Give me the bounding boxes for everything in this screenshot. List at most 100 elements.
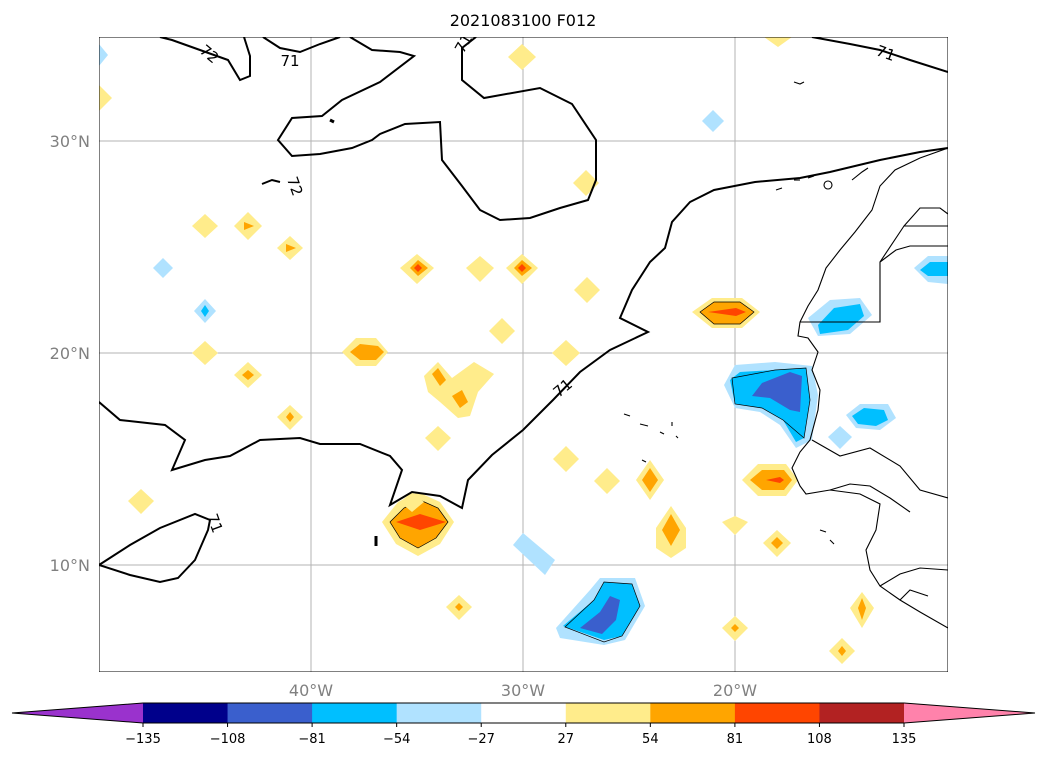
pos-dot-9 <box>466 256 494 282</box>
lat-label-20n: 20°N <box>50 344 90 363</box>
colorbar-tick-label: −108 <box>210 732 246 747</box>
pos-dot-27 <box>400 492 424 512</box>
coastlines <box>329 81 948 629</box>
contour-71-africa <box>99 147 948 510</box>
geopotential-contours <box>99 37 948 584</box>
island-6 <box>329 118 335 124</box>
negative-anomalies <box>99 44 948 645</box>
pos-dot-19b <box>731 624 739 632</box>
cv-1 <box>623 413 631 417</box>
anomaly-dot-3 <box>702 110 724 132</box>
coast-africa <box>791 147 948 629</box>
pos-dot-13 <box>552 340 580 366</box>
pos-dot-20b <box>771 537 783 549</box>
pos-dot-26 <box>764 37 792 47</box>
pos-dot-25 <box>99 85 112 111</box>
pos-dot-1 <box>192 214 218 238</box>
pos-dot-6b <box>286 412 294 422</box>
colorbar-segment <box>565 703 651 723</box>
gridlines <box>99 37 948 672</box>
pos-dot-7 <box>128 489 154 514</box>
anomaly-blob-pos-5-dark <box>766 477 784 483</box>
bijagos-2 <box>829 539 835 545</box>
colorbar-tick-label: 135 <box>892 732 917 747</box>
pos-dot-2b <box>244 222 254 230</box>
positive-anomalies <box>99 37 874 664</box>
canary-5 <box>851 167 869 181</box>
contour-label-71-e: 71 <box>203 511 226 535</box>
coast-inner <box>903 207 948 227</box>
contour-label-71-a: 71 <box>280 52 299 70</box>
lon-label-40w: 40°W <box>289 681 333 700</box>
anomaly-blob-coast-3-mid <box>920 262 948 276</box>
colorbar: −135 −108 −81 −54 −27 27 54 81 108 135 <box>11 702 1036 747</box>
colorbar-segment <box>481 703 567 723</box>
lat-label-10n: 10°N <box>50 556 90 575</box>
colorbar-segment <box>650 703 736 723</box>
lon-label-30w: 30°W <box>501 681 545 700</box>
border-west-africa-2 <box>829 483 911 513</box>
cv-5 <box>641 459 647 463</box>
anomaly-blob-coast-1-mid <box>818 304 864 334</box>
canary-4 <box>823 180 833 190</box>
contour-label-72-b: 72 <box>283 174 306 198</box>
anomaly-blob-pos-2-outline <box>699 301 755 325</box>
pos-dot-5b <box>242 370 254 380</box>
anomaly-dot-2b <box>201 305 209 317</box>
anomaly-blob-coast-2-mid <box>852 408 888 426</box>
anomaly-dot-6 <box>99 44 108 66</box>
lat-label-30n: 30°N <box>50 132 90 151</box>
border-west-africa <box>811 439 948 499</box>
pos-dot-18 <box>722 516 748 535</box>
lat-axis: 30°N 20°N 10°N <box>50 132 90 575</box>
colorbar-segment <box>143 703 229 723</box>
lon-label-20w: 20°W <box>713 681 757 700</box>
pos-dot-15 <box>594 468 620 494</box>
pos-dot-11 <box>489 318 515 344</box>
contour-72-left <box>261 178 281 185</box>
contour-71-topright <box>811 37 948 73</box>
pos-dot-22b <box>838 646 846 656</box>
colorbar-extend-min <box>12 703 143 723</box>
colorbar-segment <box>819 703 905 723</box>
colorbar-tick-label: −54 <box>383 732 410 747</box>
contour-label-71-c: 71 <box>874 42 898 65</box>
border-west-africa-4 <box>899 589 929 601</box>
pos-dot-10c <box>518 264 526 272</box>
anomaly-blob-pos-big-dark <box>396 514 446 530</box>
colorbar-tick-label: 54 <box>642 732 659 747</box>
colorbar-tick-label: 81 <box>727 732 744 747</box>
cv-4 <box>675 435 679 439</box>
cv-2 <box>639 423 649 427</box>
pos-dot-8c <box>414 264 422 272</box>
border-west-africa-3 <box>879 567 948 587</box>
anomaly-blob-cv-outline <box>731 367 811 439</box>
cv-6 <box>659 431 665 435</box>
colorbar-tick-label: −81 <box>298 732 325 747</box>
madeira <box>793 81 805 85</box>
pos-dot-23 <box>508 44 536 70</box>
colorbar-segment <box>312 703 398 723</box>
anomaly-blob-pos-3-mid <box>662 514 680 546</box>
colorbar-tick-label: −27 <box>468 732 495 747</box>
anomaly-dot-1 <box>153 258 173 278</box>
pos-dot-14 <box>553 446 579 472</box>
coast-inner2 <box>879 245 948 263</box>
bijagos-1 <box>819 529 827 533</box>
anomaly-dot-4 <box>513 533 555 575</box>
anomaly-dot-5 <box>828 426 852 449</box>
canary-1 <box>775 187 783 191</box>
colorbar-tick-label: −135 <box>125 732 161 747</box>
anomaly-blob-south-outline <box>564 581 641 643</box>
pos-dot-4 <box>192 341 218 365</box>
colorbar-segment <box>396 703 482 723</box>
anomaly-blob-pos-4-mid <box>642 468 658 492</box>
anomaly-blob-pos-7-mid <box>432 368 446 386</box>
pos-dot-3b <box>286 244 296 252</box>
lon-axis: 40°W 30°W 20°W <box>289 681 757 700</box>
contour-72-top <box>159 37 251 82</box>
map-panel: 71 72 71 71 72 71 71 <box>99 37 948 672</box>
colorbar-segment <box>734 703 820 723</box>
contour-71-top <box>262 37 597 222</box>
